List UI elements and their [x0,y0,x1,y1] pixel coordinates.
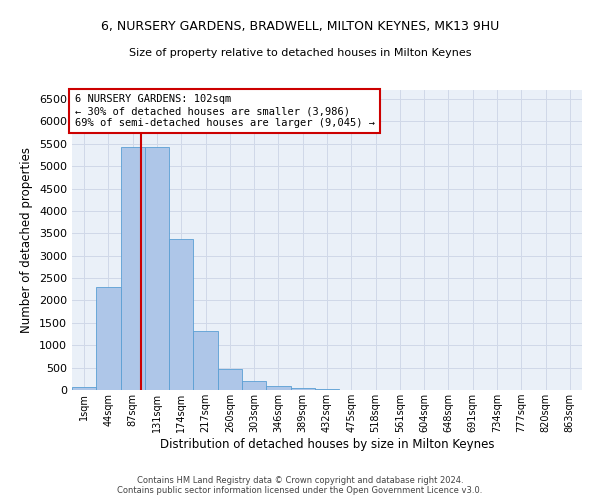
Bar [121,148,145,390]
Text: 6 NURSERY GARDENS: 102sqm
← 30% of detached houses are smaller (3,986)
69% of se: 6 NURSERY GARDENS: 102sqm ← 30% of detac… [74,94,374,128]
Bar [72,387,96,390]
Y-axis label: Number of detached properties: Number of detached properties [20,147,34,333]
Text: Size of property relative to detached houses in Milton Keynes: Size of property relative to detached ho… [129,48,471,58]
Bar [169,238,193,390]
Text: 6, NURSERY GARDENS, BRADWELL, MILTON KEYNES, MK13 9HU: 6, NURSERY GARDENS, BRADWELL, MILTON KEY… [101,20,499,33]
Bar [193,331,218,390]
X-axis label: Distribution of detached houses by size in Milton Keynes: Distribution of detached houses by size … [160,438,494,451]
Bar [145,148,169,390]
Bar [315,388,339,390]
Bar [242,381,266,390]
Bar [266,386,290,390]
Text: Contains HM Land Registry data © Crown copyright and database right 2024.
Contai: Contains HM Land Registry data © Crown c… [118,476,482,495]
Bar [218,368,242,390]
Bar [96,287,121,390]
Bar [290,388,315,390]
